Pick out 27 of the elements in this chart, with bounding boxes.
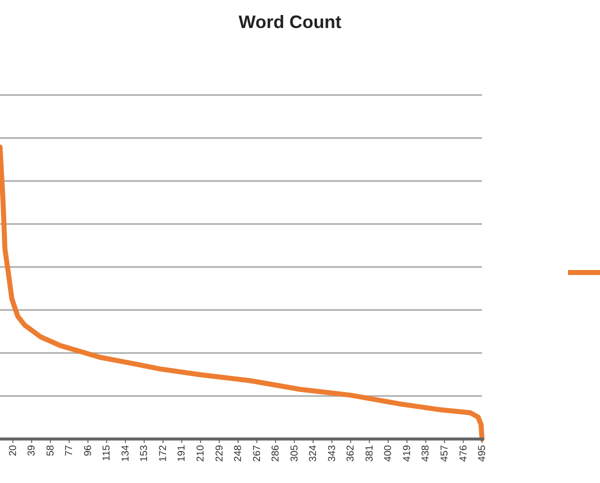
x-tick-label: 77 — [64, 444, 76, 456]
x-tick-label: 267 — [252, 444, 263, 462]
x-tick-label: 286 — [270, 444, 282, 462]
x-tick-label: 457 — [439, 444, 450, 462]
x-tick-label: 134 — [120, 444, 132, 462]
x-tick-label: 172 — [158, 444, 169, 462]
x-tick-label: 191 — [176, 444, 188, 462]
x-tick-label: 400 — [383, 444, 394, 462]
x-tick-label: 210 — [196, 444, 207, 462]
x-tick-label: 381 — [364, 444, 376, 462]
x-tick-label: 229 — [214, 444, 226, 462]
x-tick-label: 324 — [308, 444, 320, 462]
x-tick-label: 419 — [402, 444, 413, 462]
x-tick-label: 115 — [102, 444, 113, 461]
x-tick-label: 362 — [346, 444, 357, 462]
x-tick-label: 305 — [289, 444, 300, 462]
x-tick-label: 153 — [139, 444, 150, 462]
x-tick-label: 476 — [458, 444, 470, 462]
chart-title: Word Count — [238, 12, 342, 32]
x-tick-label: 96 — [82, 444, 94, 456]
x-tick-label: 495 — [477, 444, 488, 462]
x-tick-label: 248 — [233, 444, 244, 462]
x-tick-label: 39 — [26, 444, 38, 456]
x-tick-label: 58 — [45, 444, 56, 456]
x-tick-label: 343 — [326, 444, 338, 462]
x-tick-label: 20 — [8, 444, 19, 456]
x-tick-label: 438 — [420, 444, 432, 462]
